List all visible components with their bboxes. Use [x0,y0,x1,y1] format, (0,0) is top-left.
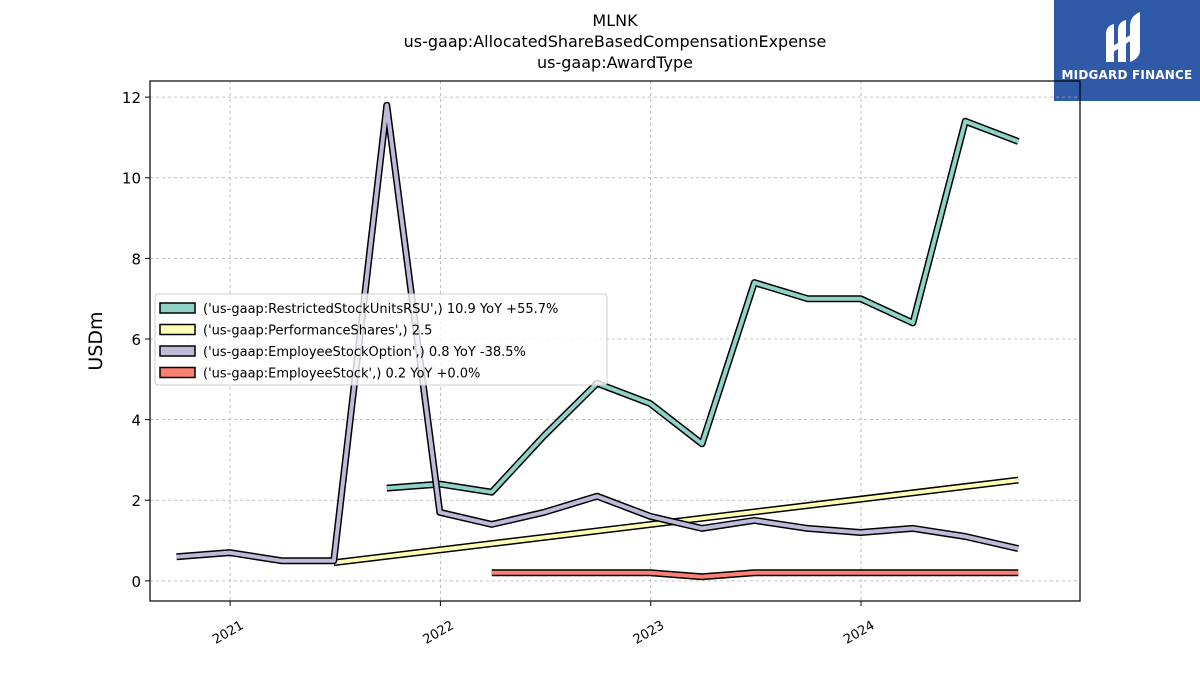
y-tick-label: 2 [131,492,141,510]
y-tick-label: 0 [131,573,141,591]
x-tick-label: 2022 [421,618,457,648]
midgard-logo-icon [1106,12,1140,62]
x-tick-label: 2021 [210,618,246,648]
midgard-finance-logo: MIDGARD FINANCE [1054,0,1200,101]
chart-title: MLNK us-gaap:AllocatedShareBasedCompensa… [150,10,1080,73]
series-line-stroke [491,570,1019,579]
series-line-stroke [176,103,1019,563]
y-tick-label: 6 [131,331,141,349]
legend-entry-0: ('us-gaap:RestrictedStockUnitsRSU',) 10.… [159,302,558,317]
series-layer [176,101,1020,581]
series-line-2 [176,101,1020,565]
legend-entry-3: ('us-gaap:EmployeeStock',) 0.2 YoY +0.0% [159,366,480,382]
legend-frame [154,293,608,386]
plot-area-frame [149,80,1081,602]
legend-swatch [159,345,196,357]
legend-swatch [159,323,196,336]
y-axis-label: USDm [85,311,107,370]
legend-entry-1: ('us-gaap:PerformanceShares',) 2.5 [159,323,432,339]
x-tick-label: 2023 [631,618,667,648]
legend: ('us-gaap:RestrictedStockUnitsRSU',) 10.… [154,293,608,386]
legend-swatch [159,302,196,314]
legend-swatch [159,366,196,379]
y-tick-label: 10 [122,170,141,188]
y-tick-label: 4 [131,412,141,430]
chart-title-line-2: us-gaap:AllocatedShareBasedCompensationE… [403,32,827,51]
chart-title-line-3: us-gaap:AwardType [537,53,693,72]
series-line-0 [386,117,1020,496]
legend-label: ('us-gaap:RestrictedStockUnitsRSU',) 10.… [203,302,558,317]
y-tick-label: 12 [122,89,141,107]
x-tick-label: 2024 [841,618,877,648]
legend-entry-2: ('us-gaap:EmployeeStockOption',) 0.8 YoY… [159,345,526,360]
legend-label: ('us-gaap:EmployeeStock',) 0.2 YoY +0.0% [203,367,480,382]
chart-title-line-1: MLNK [592,11,638,30]
legend-label: ('us-gaap:PerformanceShares',) 2.5 [203,324,432,339]
series-line-stroke [386,119,1020,495]
y-tick-label: 8 [131,250,141,268]
logo-text: MIDGARD FINANCE [1061,68,1193,82]
legend-label: ('us-gaap:EmployeeStockOption',) 0.8 YoY… [203,345,526,360]
series-line-3 [491,569,1019,581]
